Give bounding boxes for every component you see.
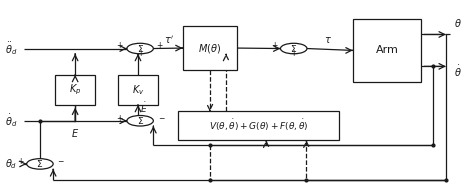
Bar	[55, 75, 95, 105]
Text: $V(\theta,\dot{\theta})+G(\theta)+F(\theta,\dot{\theta})$: $V(\theta,\dot{\theta})+G(\theta)+F(\the…	[209, 119, 308, 133]
Circle shape	[127, 43, 154, 54]
Text: $\dot{\theta}_d$: $\dot{\theta}_d$	[5, 112, 18, 129]
Text: $\theta_d$: $\theta_d$	[5, 157, 18, 171]
Text: +: +	[156, 41, 163, 50]
Text: Arm: Arm	[375, 45, 399, 55]
Text: +: +	[17, 157, 23, 166]
Text: +: +	[116, 41, 123, 50]
Text: $\tau$: $\tau$	[324, 35, 332, 45]
Text: $\ddot{\theta}_d$: $\ddot{\theta}_d$	[5, 40, 18, 57]
Text: +: +	[116, 114, 123, 123]
Text: $\Sigma$: $\Sigma$	[36, 158, 44, 169]
Text: $\tau'$: $\tau'$	[164, 34, 174, 46]
Text: $K_p$: $K_p$	[69, 83, 82, 97]
Text: −: −	[158, 114, 164, 123]
Text: $\dot{\theta}$: $\dot{\theta}$	[455, 64, 462, 79]
Text: +: +	[291, 49, 297, 58]
Text: +: +	[271, 41, 277, 50]
Bar	[353, 19, 421, 82]
Bar	[118, 75, 158, 105]
Circle shape	[127, 115, 154, 126]
Text: $\Sigma$: $\Sigma$	[290, 43, 297, 54]
Text: $M(\theta)$: $M(\theta)$	[198, 42, 221, 55]
Text: −: −	[57, 157, 64, 166]
Bar	[178, 111, 338, 140]
Text: +: +	[137, 49, 143, 58]
Circle shape	[281, 43, 307, 54]
Text: $E$: $E$	[71, 127, 79, 139]
Text: $\dot{E}$: $\dot{E}$	[140, 101, 148, 115]
Text: $\Sigma$: $\Sigma$	[137, 115, 144, 126]
Text: $\Sigma$: $\Sigma$	[137, 43, 144, 54]
Bar	[182, 26, 237, 70]
Text: $\theta$: $\theta$	[455, 17, 462, 29]
Circle shape	[27, 159, 53, 169]
Text: $K_v$: $K_v$	[132, 83, 144, 97]
